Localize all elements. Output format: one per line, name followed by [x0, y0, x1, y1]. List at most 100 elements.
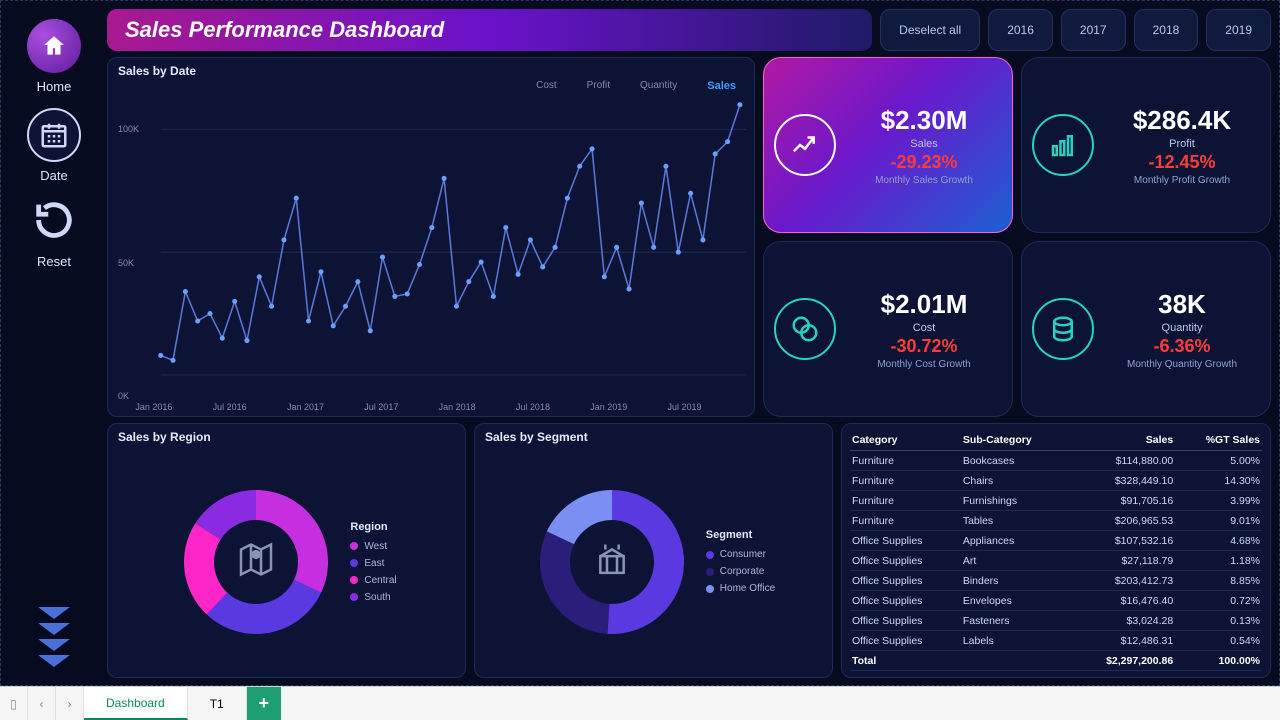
deselect-all-button[interactable]: Deselect all — [880, 9, 980, 51]
kpi-pct: -30.72% — [890, 336, 957, 357]
kpi-value: $2.01M — [881, 289, 968, 320]
tab-next-icon[interactable]: › — [56, 687, 84, 720]
col-header[interactable]: Sub-Category — [961, 430, 1069, 451]
sales-by-date-title: Sales by Date — [108, 58, 754, 80]
legend-item[interactable]: West — [350, 541, 396, 552]
region-donut[interactable] — [176, 482, 336, 642]
legend-item[interactable]: Central — [350, 575, 396, 586]
page-title: Sales Performance Dashboard — [107, 9, 872, 51]
kpi-profit[interactable]: $286.4K Profit -12.45% Monthly Profit Gr… — [1021, 57, 1271, 233]
x-tick: Jul 2016 — [213, 402, 247, 412]
segment-donut[interactable] — [532, 482, 692, 642]
nav-home[interactable]: Home — [24, 19, 84, 94]
nav-reset[interactable]: Reset — [24, 197, 84, 269]
series-tab-cost[interactable]: Cost — [536, 80, 557, 92]
y-tick: 0K — [118, 391, 129, 401]
sheet-tabs: ▯ ‹ › DashboardT1 + — [0, 686, 1280, 720]
series-tab-profit[interactable]: Profit — [587, 80, 610, 92]
col-header[interactable]: Category — [850, 430, 961, 451]
tab-prev-icon[interactable]: ‹ — [28, 687, 56, 720]
year-2016-button[interactable]: 2016 — [988, 9, 1053, 51]
map-icon — [236, 539, 276, 584]
kpi-label: Sales — [910, 138, 938, 150]
year-2017-button[interactable]: 2017 — [1061, 9, 1126, 51]
sales-icon — [774, 114, 836, 176]
chevron-down-icon[interactable] — [38, 603, 70, 667]
sales-by-region-panel: Sales by Region Region West East Central Sou… — [107, 423, 466, 678]
col-header[interactable]: %GT Sales — [1175, 430, 1262, 451]
nav-home-label: Home — [37, 79, 72, 94]
x-tick: Jul 2017 — [364, 402, 398, 412]
y-tick: 100K — [118, 124, 139, 134]
kpi-sales[interactable]: $2.30M Sales -29.23% Monthly Sales Growt… — [763, 57, 1013, 233]
year-2019-button[interactable]: 2019 — [1206, 9, 1271, 51]
region-title: Sales by Region — [108, 424, 465, 446]
series-tab-quantity[interactable]: Quantity — [640, 80, 677, 92]
y-tick: 50K — [118, 258, 134, 268]
cost-icon — [774, 298, 836, 360]
kpi-sub: Monthly Profit Growth — [1134, 175, 1230, 186]
x-tick: Jan 2017 — [287, 402, 324, 412]
nav-reset-label: Reset — [37, 254, 71, 269]
table-row[interactable]: Office SuppliesBinders$203,412.738.85% — [850, 571, 1262, 591]
sales-by-date-panel: Sales by Date Cost Profit Quantity Sales 0K… — [107, 57, 755, 417]
kpi-value: $286.4K — [1133, 105, 1231, 136]
legend-title: Region — [350, 521, 396, 533]
kpi-cost[interactable]: $2.01M Cost -30.72% Monthly Cost Growth — [763, 241, 1013, 417]
kpi-quantity[interactable]: 38K Quantity -6.36% Monthly Quantity Gro… — [1021, 241, 1271, 417]
sales-by-segment-panel: Sales by Segment Segment Consumer Corporat… — [474, 423, 833, 678]
legend-item[interactable]: South — [350, 592, 396, 603]
col-header[interactable]: Sales — [1069, 430, 1175, 451]
region-legend: Region West East Central South — [350, 521, 396, 603]
sheet-tab-dashboard[interactable]: Dashboard — [84, 687, 188, 720]
segment-title: Sales by Segment — [475, 424, 832, 446]
table-total-row: Total$2,297,200.86100.00% — [850, 651, 1262, 671]
sales-table-panel: CategorySub-CategorySales%GT SalesFurnit… — [841, 423, 1271, 678]
table-row[interactable]: FurnitureFurnishings$91,705.163.99% — [850, 491, 1262, 511]
line-chart[interactable]: 0K 50K 100K Jan 2016 Jul 2016 Jan 2017 Jul 201… — [108, 96, 754, 416]
kpi-pct: -29.23% — [890, 152, 957, 173]
table-row[interactable]: FurnitureBookcases$114,880.005.00% — [850, 451, 1262, 471]
year-filter: Deselect all2016201720182019 — [880, 9, 1271, 51]
kpi-label: Profit — [1169, 138, 1195, 150]
kpi-pct: -12.45% — [1148, 152, 1215, 173]
profit-icon — [1032, 114, 1094, 176]
sidebar: Home Date Reset — [9, 9, 99, 677]
sheet-tab-t1[interactable]: T1 — [188, 687, 247, 720]
kpi-label: Cost — [913, 322, 936, 334]
nav-date[interactable]: Date — [24, 108, 84, 183]
table-row[interactable]: FurnitureChairs$328,449.1014.30% — [850, 471, 1262, 491]
x-tick: Jul 2018 — [516, 402, 550, 412]
reset-icon — [31, 197, 77, 248]
table-row[interactable]: Office SuppliesEnvelopes$16,476.400.72% — [850, 591, 1262, 611]
mobile-layout-icon[interactable]: ▯ — [0, 687, 28, 720]
dashboard-canvas: Home Date Reset Sales Performance Dashbo… — [0, 0, 1280, 686]
table-row[interactable]: FurnitureTables$206,965.539.01% — [850, 511, 1262, 531]
kpi-sub: Monthly Cost Growth — [877, 359, 970, 370]
kpi-value: 38K — [1158, 289, 1206, 320]
nav-date-label: Date — [40, 168, 67, 183]
table-row[interactable]: Office SuppliesFasteners$3,024.280.13% — [850, 611, 1262, 631]
table-row[interactable]: Office SuppliesArt$27,118.791.18% — [850, 551, 1262, 571]
legend-item[interactable]: Consumer — [706, 549, 775, 560]
legend-item[interactable]: East — [350, 558, 396, 569]
qty-icon — [1032, 298, 1094, 360]
year-2018-button[interactable]: 2018 — [1134, 9, 1199, 51]
add-tab-button[interactable]: + — [247, 687, 281, 720]
legend-item[interactable]: Home Office — [706, 583, 775, 594]
legend-title: Segment — [706, 529, 775, 541]
x-tick: Jul 2019 — [668, 402, 702, 412]
kpi-label: Quantity — [1162, 322, 1203, 334]
x-tick: Jan 2019 — [590, 402, 627, 412]
series-tab-sales[interactable]: Sales — [707, 80, 736, 92]
x-tick: Jan 2016 — [135, 402, 172, 412]
kpi-grid: $2.30M Sales -29.23% Monthly Sales Growt… — [763, 57, 1271, 417]
calendar-icon — [27, 108, 81, 162]
kpi-sub: Monthly Sales Growth — [875, 175, 973, 186]
box-icon — [592, 539, 632, 584]
table-row[interactable]: Office SuppliesAppliances$107,532.164.68… — [850, 531, 1262, 551]
kpi-pct: -6.36% — [1153, 336, 1210, 357]
sales-table[interactable]: CategorySub-CategorySales%GT SalesFurnit… — [850, 430, 1262, 671]
legend-item[interactable]: Corporate — [706, 566, 775, 577]
table-row[interactable]: Office SuppliesLabels$12,486.310.54% — [850, 631, 1262, 651]
